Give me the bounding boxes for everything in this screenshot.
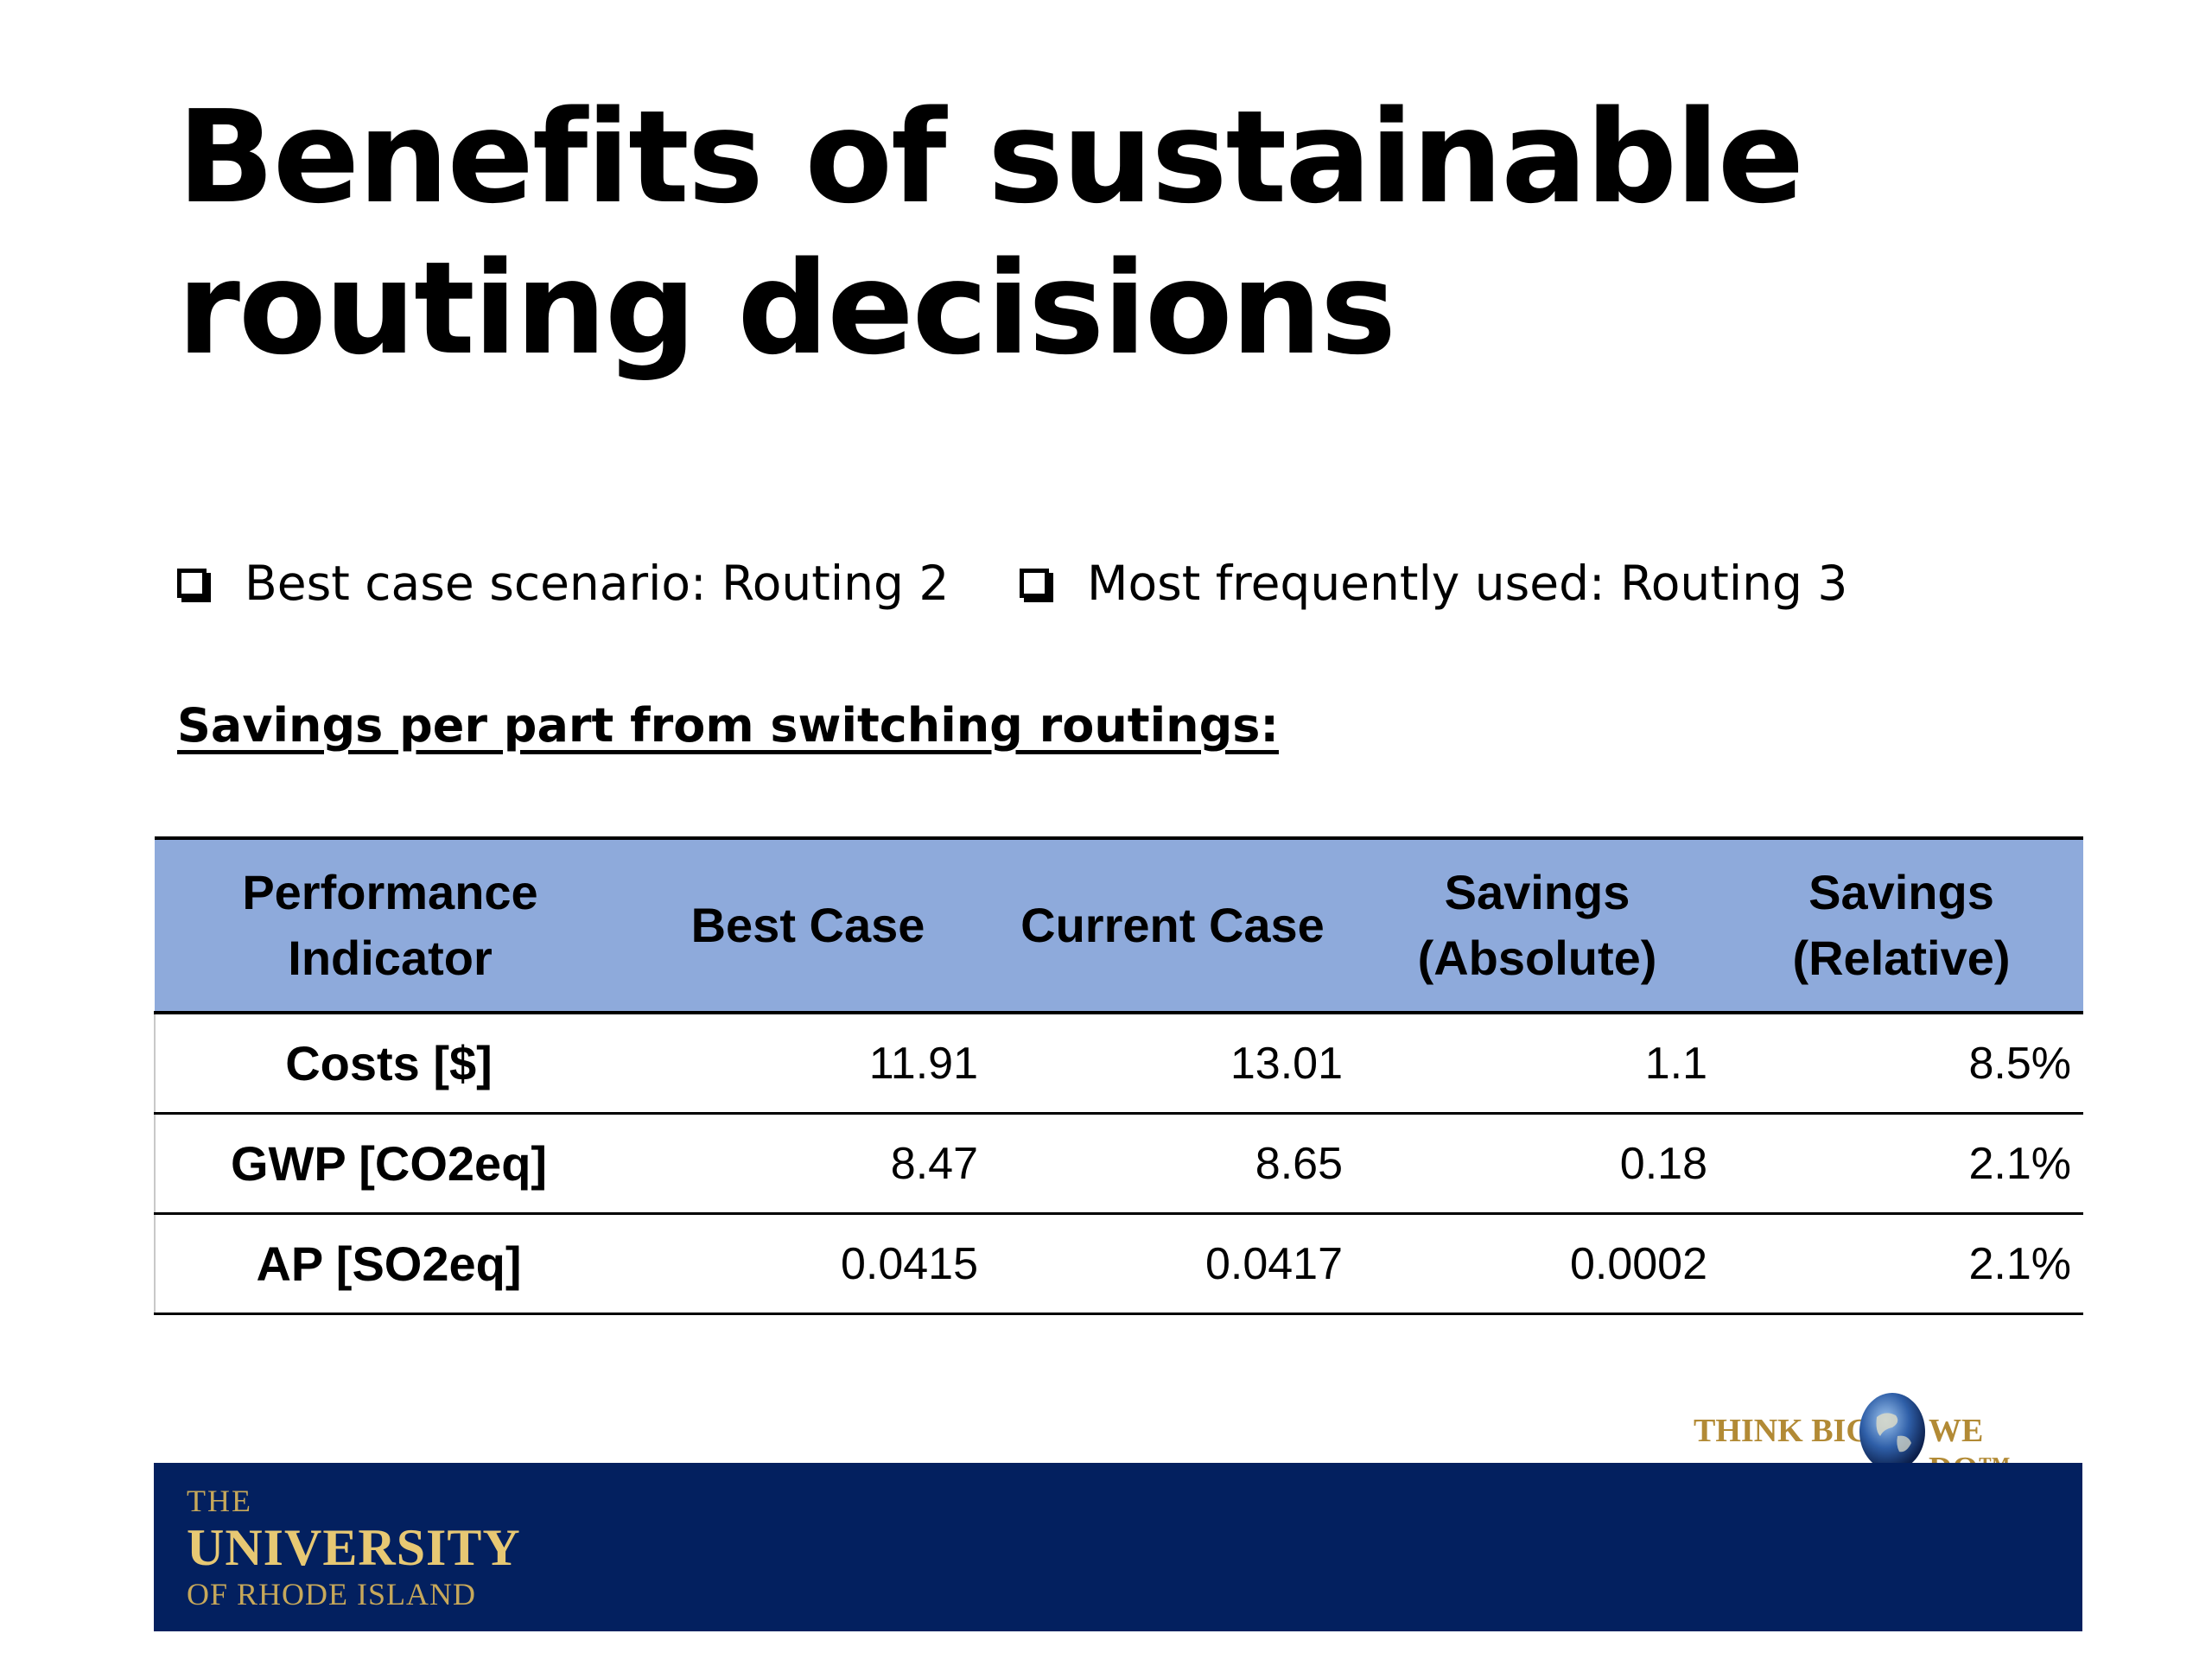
row-label: AP [SO2eq] [154, 1213, 626, 1315]
table-row: GWP [CO2eq] 8.47 8.65 0.18 2.1% [154, 1113, 2083, 1215]
savings-table: Performance Indicator Best Case Current … [154, 836, 2083, 1315]
cell-best-case: 8.47 [626, 1113, 990, 1215]
cell-current-case: 13.01 [990, 1013, 1355, 1115]
bullet-text: Most frequently used: Routing 3 [1087, 556, 1848, 611]
cell-savings-absolute: 0.0002 [1355, 1213, 1719, 1315]
cell-savings-relative: 2.1% [1719, 1113, 2083, 1215]
cell-current-case: 0.0417 [990, 1213, 1355, 1315]
table-header-row: Performance Indicator Best Case Current … [155, 836, 2083, 1014]
logo-line-rhode-island: OF RHODE ISLAND [187, 1577, 477, 1611]
logo-line-the: THE [187, 1484, 252, 1518]
tagline-left: THINK BIG [1694, 1413, 1872, 1449]
bullet-item: Most frequently used: Routing 3 [1020, 549, 1847, 618]
bullet-text: Best case scenario: Routing 2 [245, 556, 950, 611]
header-best-case: Best Case [626, 836, 990, 1014]
checkbox-bullet-icon [1020, 569, 1049, 598]
table-caption: Savings per part from switching routings… [177, 698, 1279, 753]
cell-savings-absolute: 0.18 [1355, 1113, 1719, 1215]
header-savings-relative: Savings (Relative) [1719, 836, 2083, 1014]
cell-savings-absolute: 1.1 [1355, 1013, 1719, 1115]
bullet-list: Best case scenario: Routing 2 Most frequ… [177, 549, 2164, 618]
table-row: AP [SO2eq] 0.0415 0.0417 0.0002 2.1% [154, 1213, 2083, 1315]
row-label: Costs [$] [154, 1013, 626, 1115]
cell-savings-relative: 8.5% [1719, 1013, 2083, 1115]
slide-title: Benefits of sustainable routing decision… [177, 83, 1804, 383]
checkbox-bullet-icon [177, 569, 207, 598]
header-performance-indicator: Performance Indicator [155, 836, 626, 1014]
bullet-item: Best case scenario: Routing 2 [177, 549, 949, 618]
cell-savings-relative: 2.1% [1719, 1213, 2083, 1315]
think-big-tagline: THINK BIG WE DO™ [1694, 1391, 2056, 1487]
header-savings-absolute: Savings (Absolute) [1355, 836, 1719, 1014]
footer-banner: THE UNIVERSITY OF RHODE ISLAND [154, 1463, 2082, 1631]
cell-current-case: 8.65 [990, 1113, 1355, 1215]
header-current-case: Current Case [990, 836, 1355, 1014]
row-label: GWP [CO2eq] [154, 1113, 626, 1215]
table-row: Costs [$] 11.91 13.01 1.1 8.5% [154, 1013, 2083, 1115]
university-logo: THE UNIVERSITY OF RHODE ISLAND [187, 1482, 521, 1613]
logo-line-university: UNIVERSITY [187, 1519, 521, 1576]
cell-best-case: 11.91 [626, 1013, 990, 1115]
cell-best-case: 0.0415 [626, 1213, 990, 1315]
globe-icon [1859, 1393, 1925, 1471]
